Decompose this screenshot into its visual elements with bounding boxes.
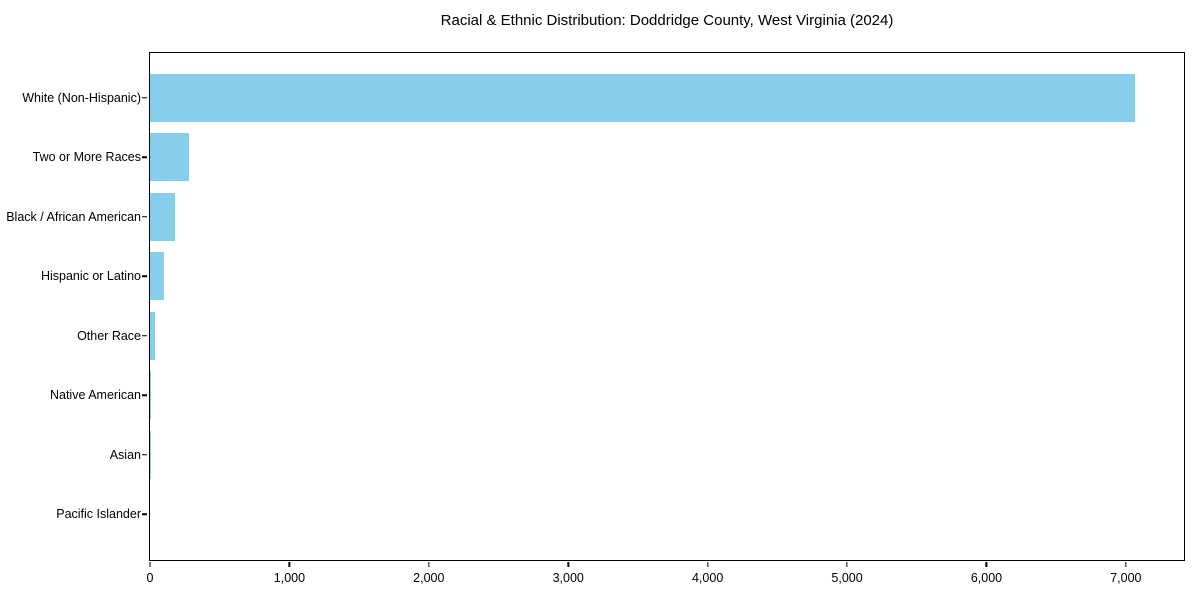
category-label: Black / African American	[6, 209, 141, 224]
y-tick-mark	[142, 216, 147, 218]
category-label: Asian	[109, 447, 141, 462]
x-tick-mark	[288, 561, 291, 567]
bar	[150, 133, 190, 182]
x-tick-mark	[846, 561, 848, 567]
bar-row: Pacific Islander	[56, 485, 1184, 545]
x-tick-label: 6,000	[970, 570, 1003, 585]
y-tick-mark	[142, 156, 147, 158]
category-label: White (Non-Hispanic)	[22, 90, 141, 105]
y-tick-mark	[142, 513, 147, 515]
x-tick-label: 4,000	[691, 570, 724, 585]
y-tick-mark	[142, 335, 147, 337]
x-tick-mark	[1125, 561, 1127, 567]
x-tick: 2,000	[413, 561, 445, 585]
x-tick-mark	[706, 561, 709, 567]
bar-row: Two or More Races	[33, 128, 1184, 188]
bars-container: White (Non-Hispanic) Two or More Races Bla…	[6, 68, 1184, 545]
y-tick-mark	[142, 97, 147, 99]
category-label: Hispanic or Latino	[40, 269, 141, 284]
y-tick-mark	[142, 275, 147, 277]
bar	[150, 252, 165, 301]
category-label: Pacific Islander	[56, 507, 141, 522]
bar-row: Other Race	[77, 306, 1184, 366]
bar-row: Black / African American	[6, 187, 1184, 247]
y-tick-mark	[142, 394, 147, 396]
bar-row: White (Non-Hispanic)	[22, 68, 1184, 128]
x-tick: 7,000	[1110, 561, 1142, 585]
category-label: Two or More Races	[32, 150, 141, 165]
category-label: Native American	[49, 388, 141, 403]
x-tick-label: 1,000	[273, 570, 306, 585]
x-tick: 4,000	[691, 561, 724, 585]
x-tick: 6,000	[970, 561, 1003, 585]
x-tick-mark	[567, 561, 569, 567]
bar-row: Asian	[110, 425, 1184, 485]
x-tick-mark	[149, 561, 151, 567]
bar	[150, 371, 152, 420]
x-tick-label: 5,000	[831, 570, 863, 585]
plot-area: White (Non-Hispanic) Two or More Races Bla…	[6, 52, 1185, 585]
x-tick: 5,000	[831, 561, 863, 585]
x-tick: 3,000	[552, 561, 584, 585]
bar-row: Hispanic or Latino	[41, 247, 1184, 307]
x-tick-mark	[428, 561, 430, 567]
bar	[150, 73, 1135, 122]
bar	[150, 311, 156, 360]
x-tick-label: 0	[146, 570, 154, 585]
y-tick-mark	[142, 454, 147, 456]
x-tick: 0	[146, 561, 154, 585]
x-axis-ticks: 0 1,000 2,000 3,000 4,000 5,000 6,000 7,000	[146, 560, 1184, 590]
chart-title: Racial & Ethnic Distribution: Doddridge …	[440, 12, 894, 29]
x-tick-label: 3,000	[552, 570, 584, 585]
x-tick-label: 7,000	[1110, 570, 1142, 585]
category-label: Other Race	[77, 328, 141, 343]
bar-row: Native American	[50, 366, 1184, 426]
x-tick: 1,000	[273, 561, 306, 585]
x-tick-label: 2,000	[413, 570, 445, 585]
x-tick-mark	[985, 561, 988, 567]
bar	[150, 192, 176, 241]
